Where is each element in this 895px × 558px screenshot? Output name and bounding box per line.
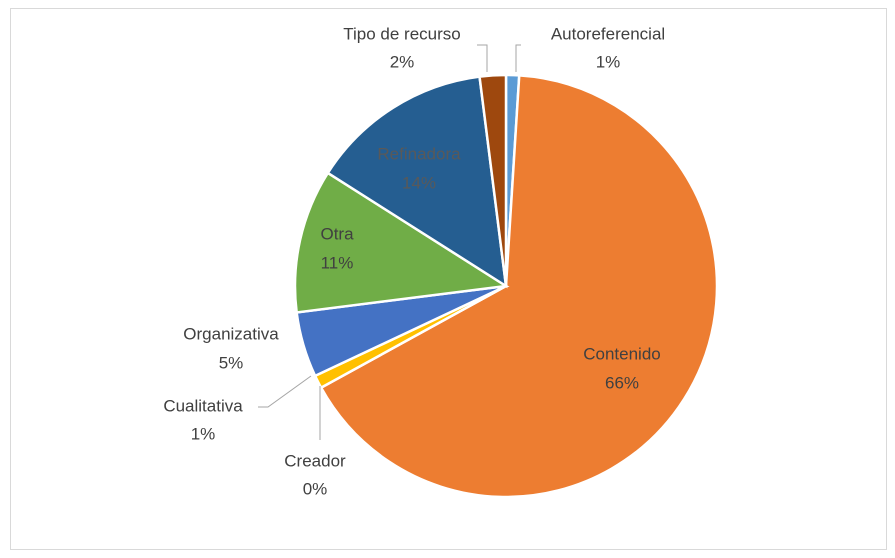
labels: Autoreferencial 1% Contenido 66% Creador 0% Cu… — [163, 24, 665, 498]
leader-line — [515, 44, 521, 72]
pie-slice — [319, 74, 719, 499]
slice-name: Autoreferencial — [551, 24, 665, 43]
slice-value: 1% — [596, 52, 621, 71]
slice-name: Refinadora — [377, 144, 461, 163]
slice-value: 5% — [219, 353, 244, 372]
slice-name: Tipo de recurso — [343, 24, 460, 43]
slice-name: Creador — [284, 451, 346, 470]
pie-slice — [293, 171, 510, 314]
slice-value: 0% — [303, 479, 328, 498]
pie-slice — [478, 73, 508, 287]
slice-value: 1% — [191, 424, 216, 443]
slice-name: Cualitativa — [163, 396, 243, 415]
leader-line — [258, 375, 312, 408]
slice-value: 11% — [321, 253, 354, 272]
pie-slice — [326, 75, 508, 289]
slice-value: 66% — [605, 373, 639, 392]
slice-name: Organizativa — [183, 324, 279, 343]
leader-line — [477, 44, 488, 72]
slice-name: Contenido — [583, 344, 661, 363]
slice-value: 2% — [390, 52, 415, 71]
slice-value: 14% — [402, 173, 436, 192]
slice-name: Otra — [320, 224, 354, 243]
pie — [293, 73, 719, 499]
